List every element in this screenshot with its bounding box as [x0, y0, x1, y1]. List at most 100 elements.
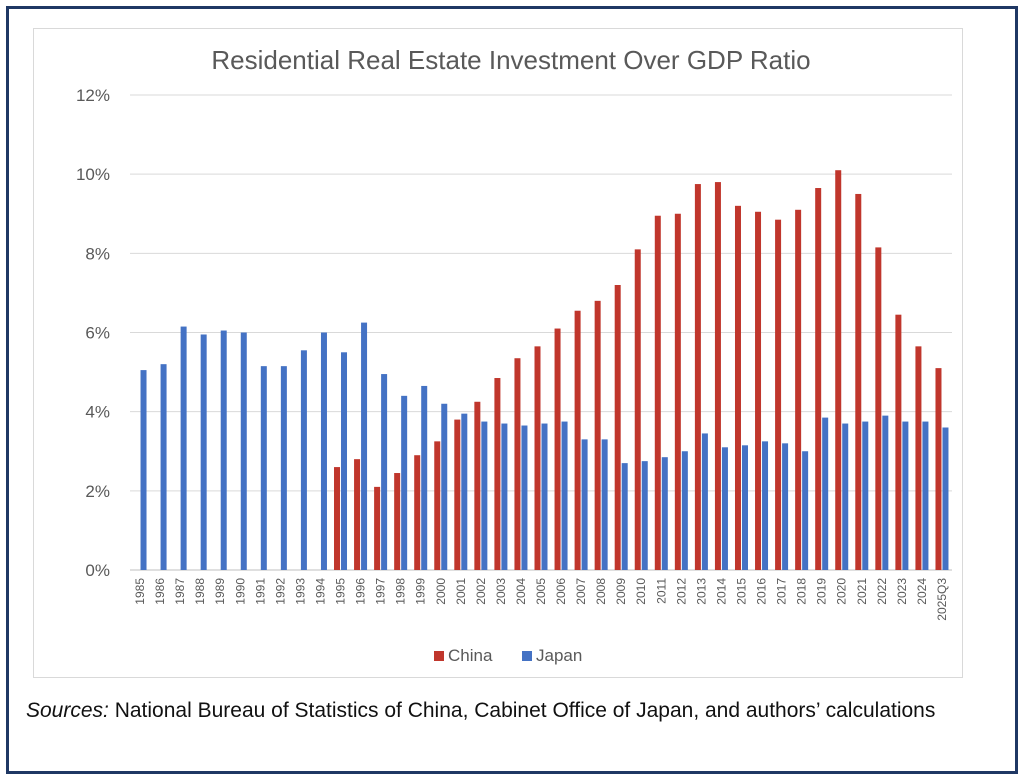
bar-china: [614, 285, 621, 570]
x-tick-label: 1990: [233, 578, 247, 605]
bar-japan: [782, 443, 789, 570]
bar-chart: Residential Real Estate Investment Over …: [76, 45, 952, 665]
bar-japan: [421, 385, 428, 570]
sources-text: National Bureau of Statistics of China, …: [108, 699, 936, 722]
figure-frame: [6, 6, 1018, 774]
x-tick-label: 2001: [454, 578, 468, 605]
x-tick-label: 2021: [855, 578, 869, 605]
sources-note: Sources: National Bureau of Statistics o…: [26, 694, 996, 727]
x-tick-label: 1985: [133, 578, 147, 605]
bar-japan: [561, 421, 568, 570]
bars: [140, 170, 949, 571]
bar-japan: [741, 445, 748, 570]
bar-japan: [441, 403, 448, 570]
bar-japan: [922, 421, 929, 570]
bar-japan: [320, 332, 327, 570]
bar-china: [935, 368, 942, 570]
bar-japan: [461, 413, 468, 570]
x-tick-label: 2003: [494, 578, 508, 605]
legend-label: China: [448, 646, 493, 665]
bar-china: [334, 467, 341, 570]
bar-china: [915, 346, 922, 570]
x-tick-label: 1998: [394, 578, 408, 605]
bar-japan: [361, 322, 368, 570]
gridlines: [130, 94, 952, 571]
legend-label: Japan: [536, 646, 582, 665]
bar-china: [554, 328, 561, 570]
bar-japan: [902, 421, 909, 570]
bar-japan: [381, 374, 388, 570]
x-tick-label: 2013: [694, 578, 708, 605]
y-axis: 0% 2% 4% 6% 8% 10% 12%: [76, 86, 110, 580]
bar-japan: [541, 423, 548, 570]
x-tick-label: 1996: [354, 578, 368, 605]
bar-japan: [842, 423, 849, 570]
x-tick-label: 2002: [474, 578, 488, 605]
bar-china: [514, 358, 521, 570]
bar-japan: [220, 330, 227, 570]
bar-china: [775, 219, 782, 570]
x-tick-label: 2019: [815, 578, 829, 605]
x-tick-label: 1991: [253, 578, 267, 605]
bar-japan: [822, 417, 829, 570]
bar-china: [454, 419, 461, 570]
bar-china: [795, 209, 802, 570]
bar-japan: [521, 425, 528, 570]
x-tick-label: 2018: [795, 578, 809, 605]
y-tick-label: 4%: [85, 403, 110, 422]
x-tick-label: 2005: [534, 578, 548, 605]
bar-china: [594, 300, 601, 570]
bar-china: [494, 378, 501, 570]
bar-china: [354, 459, 361, 570]
y-tick-label: 6%: [85, 324, 110, 343]
x-tick-label: 1993: [293, 578, 307, 605]
x-tick-label: 2004: [514, 578, 528, 605]
x-tick-label: 2025Q3: [935, 578, 949, 621]
x-tick-label: 2016: [755, 578, 769, 605]
bar-japan: [481, 421, 488, 570]
bar-china: [875, 247, 882, 571]
x-tick-label: 2011: [654, 578, 668, 604]
bar-china: [755, 211, 762, 571]
y-tick-label: 8%: [85, 244, 110, 263]
bar-japan: [280, 366, 287, 570]
x-tick-label: 2015: [734, 578, 748, 605]
x-tick-label: 2009: [614, 578, 628, 605]
x-tick-label: 1989: [213, 578, 227, 605]
sources-label: Sources:: [26, 699, 109, 722]
bar-japan: [341, 352, 348, 570]
legend-swatch: [522, 651, 532, 661]
x-tick-label: 1995: [334, 578, 348, 605]
bar-japan: [140, 370, 147, 570]
bar-china: [414, 455, 421, 570]
x-tick-label: 2008: [594, 578, 608, 605]
bar-china: [534, 346, 541, 570]
x-tick-label: 2006: [554, 578, 568, 605]
bar-china: [835, 170, 842, 571]
x-tick-label: 2012: [674, 578, 688, 605]
bar-japan: [501, 423, 508, 570]
bar-japan: [160, 364, 167, 570]
legend-swatch: [434, 651, 444, 661]
bar-japan: [641, 461, 648, 570]
bar-china: [855, 193, 862, 571]
x-tick-label: 2014: [714, 578, 728, 605]
bar-china: [574, 310, 581, 570]
x-tick-label: 2024: [915, 578, 929, 605]
x-tick-label: 1988: [193, 578, 207, 605]
legend: China Japan: [434, 646, 582, 665]
x-tick-label: 1987: [173, 578, 187, 605]
bar-japan: [401, 395, 408, 570]
bar-china: [474, 401, 481, 570]
y-tick-label: 2%: [85, 482, 110, 501]
x-tick-label: 1986: [153, 578, 167, 605]
bar-china: [394, 473, 401, 570]
y-tick-label: 0%: [85, 561, 110, 580]
x-tick-label: 1999: [414, 578, 428, 605]
bar-china: [815, 188, 822, 571]
bar-japan: [681, 451, 688, 570]
bar-japan: [802, 451, 809, 570]
x-tick-label: 2020: [835, 578, 849, 605]
x-tick-label: 1992: [273, 578, 287, 605]
bar-japan: [621, 463, 628, 570]
